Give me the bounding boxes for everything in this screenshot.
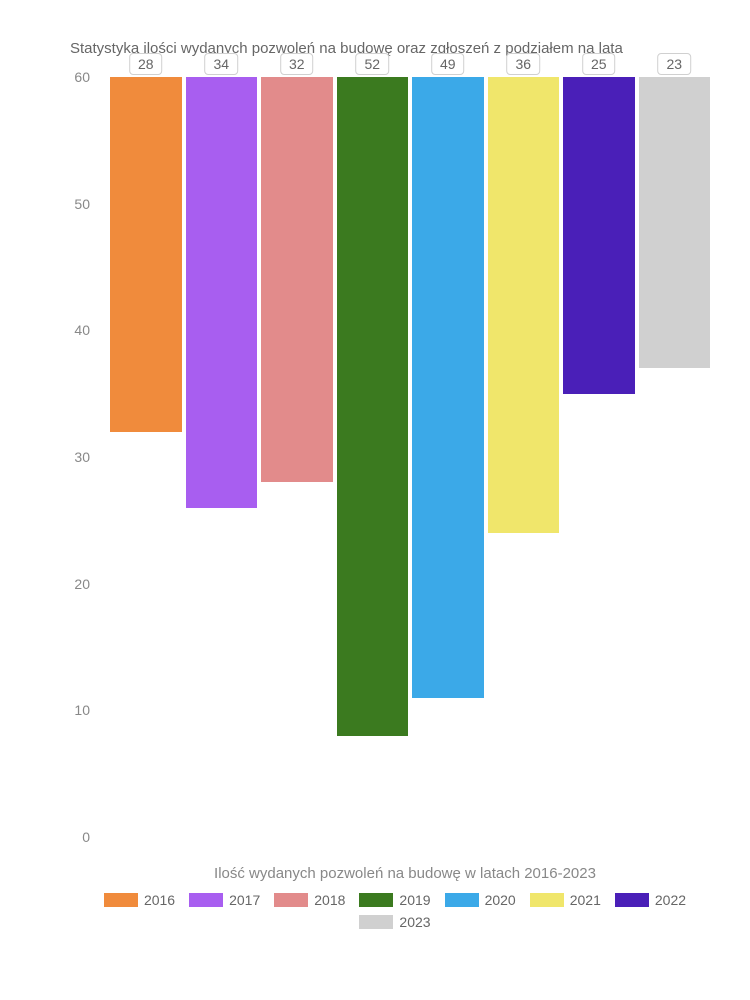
y-tick: 10 — [74, 702, 90, 718]
legend-label: 2023 — [399, 914, 430, 930]
bar: 28 — [110, 77, 182, 432]
legend-item: 2019 — [359, 892, 430, 908]
chart-area: 0102030405060 2834325249362523 — [40, 77, 720, 857]
plot-area: 2834325249362523 — [100, 77, 720, 837]
bar-wrap: 28 — [110, 77, 182, 837]
bar-value-label: 52 — [355, 53, 389, 75]
bar: 23 — [639, 77, 711, 368]
chart-title: Statystyka ilości wydanych pozwoleń na b… — [70, 40, 720, 57]
bar-value-label: 25 — [582, 53, 616, 75]
legend-label: 2022 — [655, 892, 686, 908]
legend-item: 2020 — [445, 892, 516, 908]
legend-item: 2021 — [530, 892, 601, 908]
bar-value-label: 36 — [506, 53, 540, 75]
x-axis-caption: Ilość wydanych pozwoleń na budowę w lata… — [90, 865, 720, 882]
bar-value-label: 28 — [129, 53, 163, 75]
bar: 32 — [261, 77, 333, 482]
y-tick: 30 — [74, 449, 90, 465]
legend-swatch — [359, 915, 393, 929]
y-tick: 0 — [82, 829, 90, 845]
bar: 36 — [488, 77, 560, 533]
y-tick: 20 — [74, 576, 90, 592]
bar-value-label: 32 — [280, 53, 314, 75]
legend-swatch — [359, 893, 393, 907]
bar-wrap: 34 — [186, 77, 258, 837]
legend-label: 2019 — [399, 892, 430, 908]
bar: 49 — [412, 77, 484, 698]
bar-wrap: 36 — [488, 77, 560, 837]
legend-item: 2023 — [359, 914, 430, 930]
bar-value-label: 23 — [657, 53, 691, 75]
y-tick: 50 — [74, 196, 90, 212]
legend-label: 2021 — [570, 892, 601, 908]
legend-swatch — [104, 893, 138, 907]
legend-label: 2016 — [144, 892, 175, 908]
bar-wrap: 52 — [337, 77, 409, 837]
y-tick: 60 — [74, 69, 90, 85]
y-tick: 40 — [74, 322, 90, 338]
bar: 25 — [563, 77, 635, 394]
bar-wrap: 23 — [639, 77, 711, 837]
legend-swatch — [445, 893, 479, 907]
legend-swatch — [189, 893, 223, 907]
bar-wrap: 25 — [563, 77, 635, 837]
bar-value-label: 34 — [204, 53, 238, 75]
legend-item: 2017 — [189, 892, 260, 908]
legend-item: 2022 — [615, 892, 686, 908]
legend-label: 2020 — [485, 892, 516, 908]
legend-swatch — [530, 893, 564, 907]
legend-label: 2018 — [314, 892, 345, 908]
legend-label: 2017 — [229, 892, 260, 908]
bar: 34 — [186, 77, 258, 508]
legend-swatch — [615, 893, 649, 907]
bar-value-label: 49 — [431, 53, 465, 75]
bars-container: 2834325249362523 — [110, 77, 710, 837]
bar: 52 — [337, 77, 409, 736]
bar-wrap: 49 — [412, 77, 484, 837]
y-axis: 0102030405060 — [40, 77, 100, 837]
legend-swatch — [274, 893, 308, 907]
legend-item: 2016 — [104, 892, 175, 908]
legend: 2016 2017 2018 2019 2020 2021 2022 2023 — [70, 892, 720, 930]
bar-wrap: 32 — [261, 77, 333, 837]
legend-item: 2018 — [274, 892, 345, 908]
